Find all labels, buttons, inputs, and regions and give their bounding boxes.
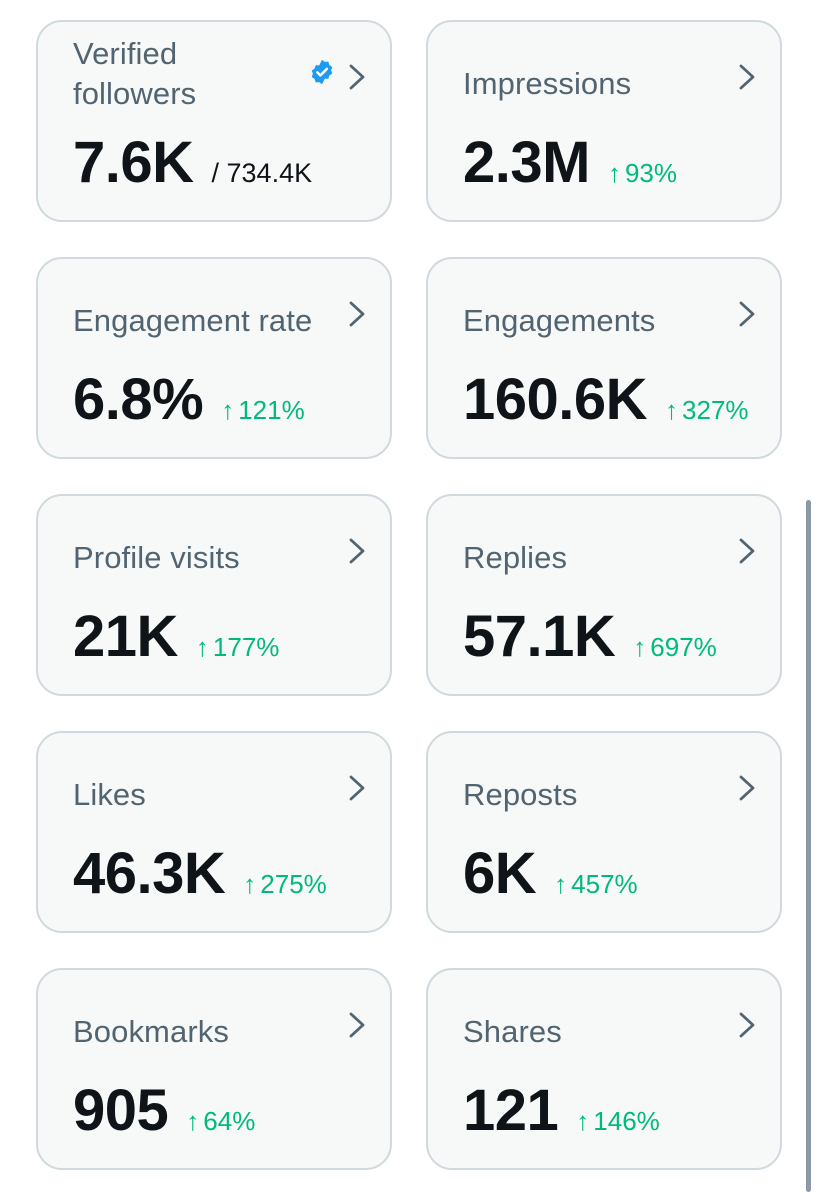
metric-value-row: 7.6K / 734.4K xyxy=(73,128,312,198)
metric-total: / 734.4K xyxy=(211,158,313,188)
metric-value: 905 xyxy=(73,1078,169,1143)
metric-value: 46.3K xyxy=(73,841,226,906)
chevron-right-icon xyxy=(736,299,758,329)
metric-label: Profile visits xyxy=(73,540,240,575)
metric-label: Engagement rate xyxy=(73,303,313,338)
metric-value-row: 21K ↑ 177% xyxy=(73,602,279,672)
metric-change-value: 327% xyxy=(682,395,749,425)
metric-value: 21K xyxy=(73,604,178,669)
metric-card-reposts[interactable]: Reposts 6K ↑ 457% xyxy=(426,731,782,933)
metric-change: ↑ 697% xyxy=(633,632,717,663)
metric-value-row: 57.1K ↑ 697% xyxy=(463,602,717,672)
metric-value: 160.6K xyxy=(463,367,648,432)
arrow-up-icon: ↑ xyxy=(607,158,621,188)
chevron-right-icon xyxy=(346,773,368,803)
chevron-right-icon xyxy=(736,773,758,803)
metric-change: ↑ 457% xyxy=(554,869,638,900)
metric-value-row: 6.8% ↑ 121% xyxy=(73,365,305,435)
metric-value-row: 160.6K ↑ 327% xyxy=(463,365,749,435)
metric-value: 6K xyxy=(463,841,537,906)
chevron-right-icon xyxy=(736,1010,758,1040)
arrow-up-icon: ↑ xyxy=(186,1106,200,1136)
metric-change: ↑ 327% xyxy=(665,395,749,426)
metric-change: ↑ 121% xyxy=(221,395,305,426)
chevron-right-icon xyxy=(346,299,368,329)
metric-change-value: 177% xyxy=(212,632,280,662)
arrow-up-icon: ↑ xyxy=(221,395,235,425)
metric-change: ↑ 146% xyxy=(576,1106,660,1137)
metric-card-impressions[interactable]: Impressions 2.3M ↑ 93% xyxy=(426,20,782,222)
metric-value: 121 xyxy=(463,1078,559,1143)
metric-value: 6.8% xyxy=(73,367,204,432)
chevron-right-icon xyxy=(346,1010,368,1040)
metric-change-value: 93% xyxy=(624,158,677,188)
metric-value: 7.6K xyxy=(73,130,194,195)
metric-card-engagement-rate[interactable]: Engagement rate 6.8% ↑ 121% xyxy=(36,257,392,459)
metric-change: ↑ 93% xyxy=(608,158,677,189)
metric-value-row: 6K ↑ 457% xyxy=(463,839,638,909)
metric-label: Replies xyxy=(463,540,568,575)
metric-card-replies[interactable]: Replies 57.1K ↑ 697% xyxy=(426,494,782,696)
metric-value: 57.1K xyxy=(463,604,616,669)
metric-value-row: 2.3M ↑ 93% xyxy=(463,128,677,198)
metric-change: ↑ 177% xyxy=(196,632,280,663)
metric-change-value: 121% xyxy=(238,395,305,425)
arrow-up-icon: ↑ xyxy=(554,869,568,899)
metric-label: Engagements xyxy=(463,303,656,338)
metric-value-row: 46.3K ↑ 275% xyxy=(73,839,327,909)
arrow-up-icon: ↑ xyxy=(665,395,679,425)
metric-label: Impressions xyxy=(463,66,632,101)
chevron-right-icon xyxy=(346,536,368,566)
metric-label: Verified followers xyxy=(73,36,197,111)
metric-value-row: 121 ↑ 146% xyxy=(463,1076,660,1146)
metric-card-verified-followers[interactable]: Verified followers 7.6K / 734.4K xyxy=(36,20,392,222)
metric-change: ↑ 64% xyxy=(186,1106,255,1137)
metric-label: Reposts xyxy=(463,777,578,812)
metric-label: Likes xyxy=(73,777,146,812)
metric-card-shares[interactable]: Shares 121 ↑ 146% xyxy=(426,968,782,1170)
chevron-right-icon xyxy=(346,62,368,92)
metric-change-value: 697% xyxy=(650,632,717,662)
vertical-scrollbar[interactable] xyxy=(806,500,811,1192)
metric-label: Bookmarks xyxy=(73,1014,229,1049)
metric-change-value: 457% xyxy=(571,869,638,899)
verified-badge-icon xyxy=(308,58,336,86)
chevron-right-icon xyxy=(736,62,758,92)
metric-card-engagements[interactable]: Engagements 160.6K ↑ 327% xyxy=(426,257,782,459)
metric-change-value: 64% xyxy=(203,1106,256,1136)
metric-label: Shares xyxy=(463,1014,562,1049)
metric-value: 2.3M xyxy=(463,130,590,195)
arrow-up-icon: ↑ xyxy=(243,869,257,899)
metric-card-profile-visits[interactable]: Profile visits 21K ↑ 177% xyxy=(36,494,392,696)
metric-card-likes[interactable]: Likes 46.3K ↑ 275% xyxy=(36,731,392,933)
metric-card-bookmarks[interactable]: Bookmarks 905 ↑ 64% xyxy=(36,968,392,1170)
arrow-up-icon: ↑ xyxy=(576,1106,590,1136)
chevron-right-icon xyxy=(736,536,758,566)
metric-change-value: 146% xyxy=(593,1106,660,1136)
metric-change-value: 275% xyxy=(260,869,327,899)
arrow-up-icon: ↑ xyxy=(633,632,647,662)
arrow-up-icon: ↑ xyxy=(195,632,209,662)
metric-value-row: 905 ↑ 64% xyxy=(73,1076,255,1146)
metric-change: ↑ 275% xyxy=(243,869,327,900)
